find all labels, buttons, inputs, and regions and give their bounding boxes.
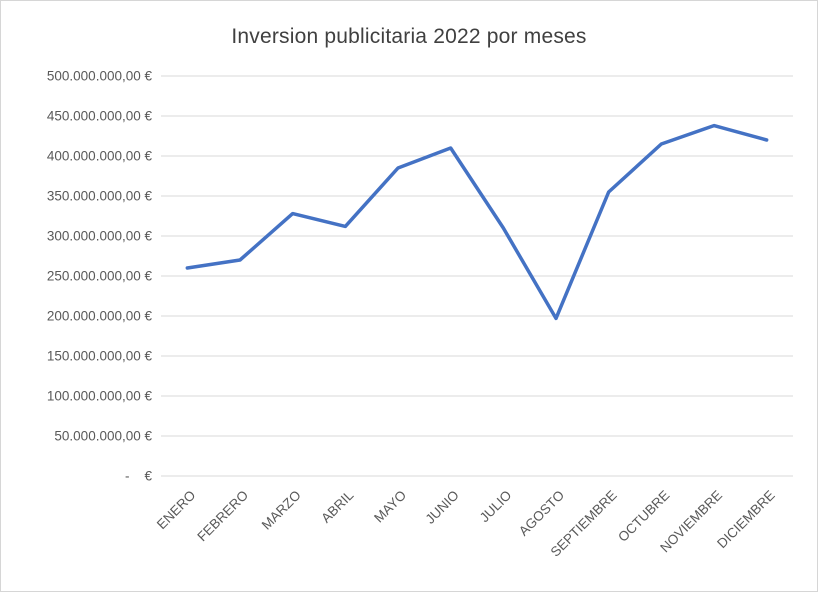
x-axis-category-label: FEBRERO [194,488,251,545]
y-axis-tick-label: 150.000.000,00 € [47,349,153,364]
chart-title: Inversion publicitaria 2022 por meses [231,25,587,48]
y-axis-tick-label: 400.000.000,00 € [47,149,153,164]
y-axis-tick-label: 200.000.000,00 € [47,309,153,324]
x-axis-category-label: JULIO [477,488,515,526]
x-axis-category-label: MARZO [259,488,304,533]
y-axis-tick-label: 300.000.000,00 € [47,229,153,244]
x-axis-category-label: AGOSTO [516,488,567,539]
x-axis-category-label: ENERO [154,488,199,533]
x-axis-category-label: OCTUBRE [615,488,672,545]
x-axis-category-label: JUNIO [423,488,462,527]
y-axis-tick-label: 250.000.000,00 € [47,269,153,284]
y-axis-tick-label: 500.000.000,00 € [47,69,153,84]
y-axis-tick-label: 450.000.000,00 € [47,109,153,124]
y-axis-tick-label: 100.000.000,00 € [47,389,153,404]
y-axis-tick-label: 50.000.000,00 € [54,429,152,444]
series-line [185,123,769,321]
y-axis-tick-label: - € [125,469,152,484]
x-axis-category-label: MAYO [371,488,409,526]
y-axis-tick-label: 350.000.000,00 € [47,189,153,204]
x-axis-category-label: ABRIL [318,487,357,526]
